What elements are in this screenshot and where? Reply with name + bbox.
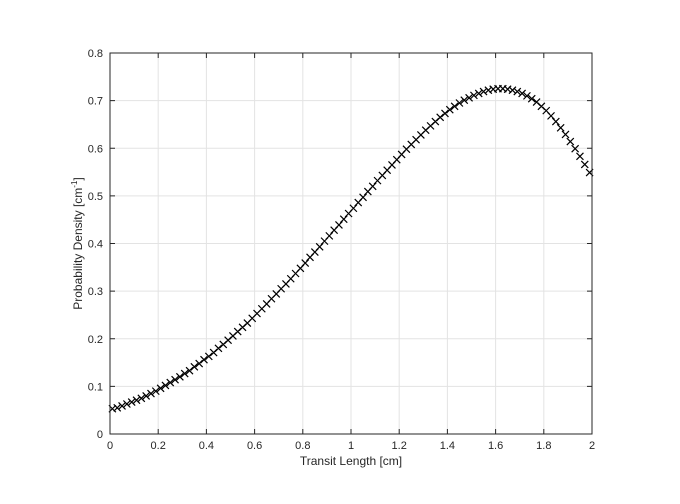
data-point xyxy=(156,384,165,393)
x-tick-label: 1.2 xyxy=(392,440,407,452)
y-tick-label: 0.2 xyxy=(88,334,103,346)
data-point xyxy=(200,355,208,364)
data-point xyxy=(436,113,445,122)
x-tick-label: 2 xyxy=(589,440,595,452)
x-tick-label: 1.6 xyxy=(488,440,503,452)
data-point xyxy=(580,160,589,169)
data-point xyxy=(142,391,151,400)
data-point xyxy=(474,89,483,98)
data-point xyxy=(335,221,343,229)
data-point xyxy=(518,89,527,98)
data-markers xyxy=(108,84,594,413)
data-point xyxy=(132,396,141,405)
data-point xyxy=(455,99,464,107)
data-point xyxy=(214,344,223,353)
y-tick-label: 0.8 xyxy=(88,48,103,60)
data-point xyxy=(445,105,454,114)
data-point xyxy=(556,123,565,132)
y-tick-label: 0.3 xyxy=(88,286,103,298)
x-tick-label: 0.8 xyxy=(295,440,310,452)
data-point xyxy=(190,362,199,371)
y-axis-label: Probability Density [cm-1] xyxy=(70,177,85,310)
data-point xyxy=(349,204,358,213)
ticks: 0 0.2 0.4 0.6 0.8 1 1.2 1.4 1.6 1.8 2 0 0.1 0.2 0.3 0.4… xyxy=(88,48,595,452)
data-point xyxy=(339,215,348,224)
x-axis-label: Transit Length [cm] xyxy=(300,454,402,468)
x-tick-label: 0.2 xyxy=(151,440,166,452)
x-tick-label: 0.6 xyxy=(247,440,262,452)
data-point xyxy=(147,389,155,398)
y-tick-label: 0.4 xyxy=(88,239,103,251)
y-tick-label: 0.6 xyxy=(88,143,103,155)
y-tick-label: 0.1 xyxy=(88,381,103,393)
data-point xyxy=(561,130,570,139)
data-point xyxy=(204,352,213,361)
data-point xyxy=(113,403,122,412)
data-point xyxy=(195,359,204,368)
data-point xyxy=(175,372,184,381)
data-point xyxy=(122,400,131,408)
data-point xyxy=(368,182,377,191)
data-point xyxy=(465,93,474,102)
x-tick-label: 0 xyxy=(107,440,113,452)
data-point xyxy=(137,394,146,403)
data-point xyxy=(161,381,170,390)
data-point xyxy=(171,375,179,384)
x-tick-label: 1 xyxy=(348,440,354,452)
data-point xyxy=(301,259,310,267)
data-point xyxy=(185,366,194,375)
y-tick-label: 0.7 xyxy=(88,96,103,108)
x-tick-label: 1.4 xyxy=(440,440,455,452)
data-point xyxy=(527,94,536,103)
data-point xyxy=(118,401,126,410)
data-point xyxy=(180,369,189,378)
data-point xyxy=(576,152,584,161)
data-point xyxy=(460,96,469,105)
grid xyxy=(110,53,592,434)
data-point xyxy=(571,144,580,153)
data-point xyxy=(513,87,522,96)
data-point xyxy=(547,111,555,120)
data-point xyxy=(551,117,560,126)
data-point xyxy=(315,242,324,251)
data-point xyxy=(523,91,531,100)
data-point xyxy=(469,91,478,100)
data-point xyxy=(441,109,449,118)
data-point xyxy=(566,137,575,146)
data-point xyxy=(325,231,334,240)
y-tick-label: 0 xyxy=(97,429,103,441)
data-point xyxy=(479,87,488,96)
data-point xyxy=(127,398,136,407)
y-tick-label: 0.5 xyxy=(88,191,103,203)
data-point xyxy=(450,102,459,111)
x-tick-label: 1.8 xyxy=(536,440,551,452)
data-point xyxy=(166,378,175,387)
data-point xyxy=(508,86,517,95)
data-point xyxy=(359,193,367,202)
data-point xyxy=(151,387,160,396)
x-tick-label: 0.4 xyxy=(199,440,214,452)
